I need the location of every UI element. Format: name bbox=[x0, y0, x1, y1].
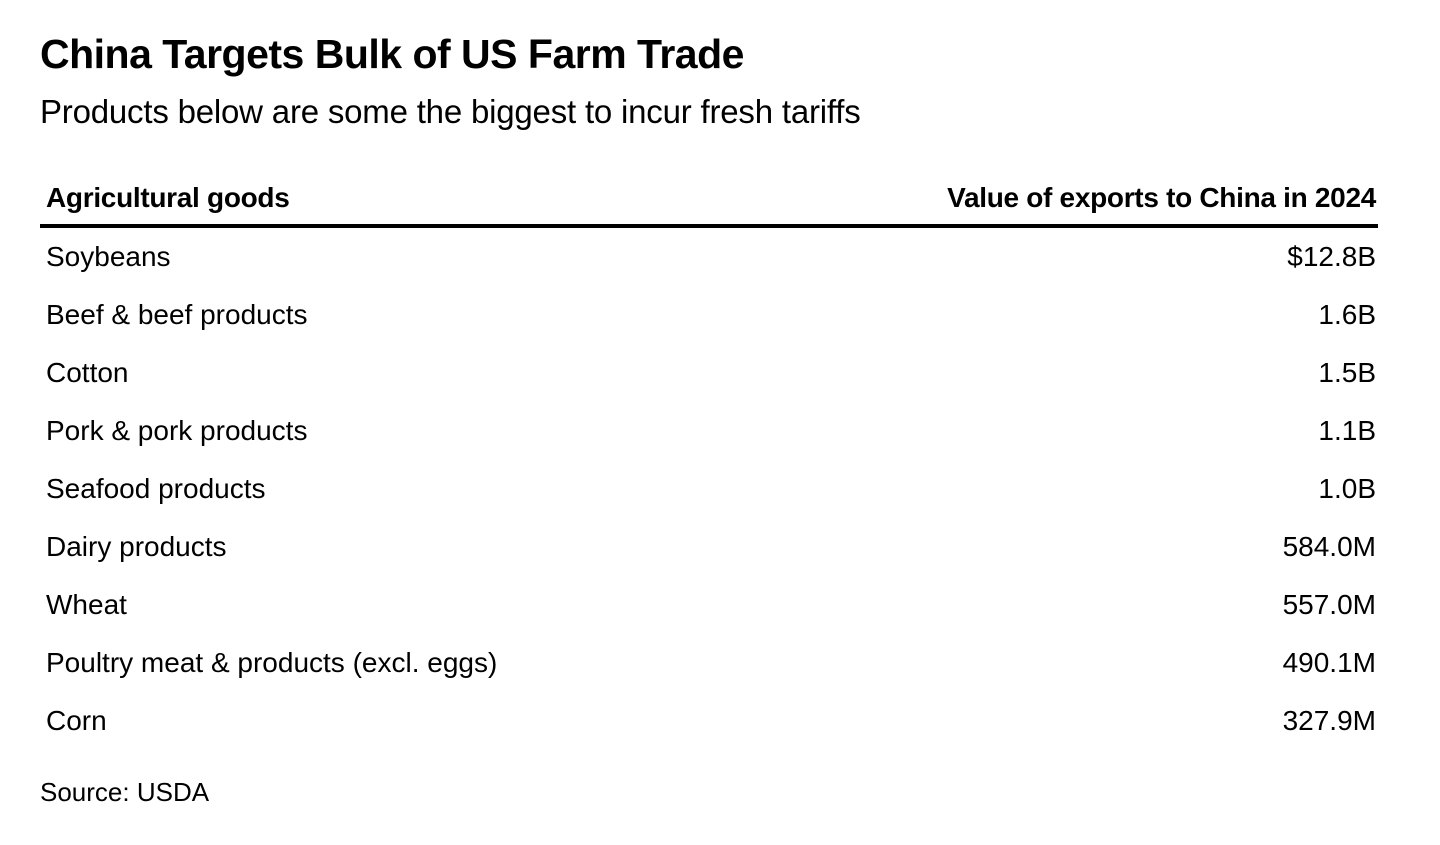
row-good: Beef & beef products bbox=[46, 299, 308, 330]
row-good: Corn bbox=[46, 705, 107, 736]
table-row: Cotton 1.5B bbox=[40, 344, 1378, 402]
table-row: Dairy products 584.0M bbox=[40, 518, 1378, 576]
row-value: 557.0M bbox=[1282, 589, 1376, 620]
table-row: Poultry meat & products (excl. eggs) 490… bbox=[40, 634, 1378, 692]
row-good: Cotton bbox=[46, 357, 129, 388]
row-value: 490.1M bbox=[1282, 647, 1376, 678]
row-value: 327.9M bbox=[1282, 705, 1376, 736]
row-value: $12.8B bbox=[1287, 241, 1376, 272]
row-value: 1.6B bbox=[1318, 299, 1376, 330]
row-good: Pork & pork products bbox=[46, 415, 308, 446]
column-header-goods: Agricultural goods bbox=[46, 182, 290, 213]
table-row: Soybeans $12.8B bbox=[40, 228, 1378, 286]
table-row: Corn 327.9M bbox=[40, 692, 1378, 750]
row-value: 1.5B bbox=[1318, 357, 1376, 388]
table-row: Pork & pork products 1.1B bbox=[40, 402, 1378, 460]
source-note: Source: USDA bbox=[40, 777, 210, 807]
column-header-value: Value of exports to China in 2024 bbox=[947, 182, 1376, 213]
row-good: Seafood products bbox=[46, 473, 266, 504]
chart-subtitle: Products below are some the biggest to i… bbox=[40, 93, 861, 130]
row-value: 1.0B bbox=[1318, 473, 1376, 504]
row-good: Wheat bbox=[46, 589, 127, 620]
row-good: Soybeans bbox=[46, 241, 171, 272]
chart-title: China Targets Bulk of US Farm Trade bbox=[40, 31, 744, 77]
table-row: Seafood products 1.0B bbox=[40, 460, 1378, 518]
table-row: Beef & beef products 1.6B bbox=[40, 286, 1378, 344]
table-header: Agricultural goods Value of exports to C… bbox=[40, 172, 1378, 228]
row-good: Poultry meat & products (excl. eggs) bbox=[46, 647, 498, 678]
table-row: Wheat 557.0M bbox=[40, 576, 1378, 634]
exports-table: Agricultural goods Value of exports to C… bbox=[40, 172, 1378, 750]
row-value: 584.0M bbox=[1282, 531, 1376, 562]
row-good: Dairy products bbox=[46, 531, 227, 562]
row-value: 1.1B bbox=[1318, 415, 1376, 446]
